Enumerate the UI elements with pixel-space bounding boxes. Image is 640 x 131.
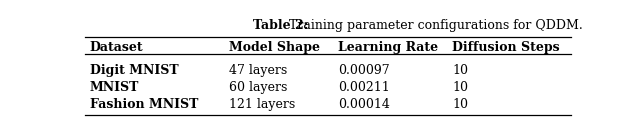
Text: Diffusion Steps: Diffusion Steps [452,41,559,54]
Text: Fashion MNIST: Fashion MNIST [90,98,198,111]
Text: 0.00211: 0.00211 [338,81,390,94]
Text: Digit MNIST: Digit MNIST [90,64,179,77]
Text: Table 2:: Table 2: [253,19,308,32]
Text: Dataset: Dataset [90,41,143,54]
Text: 10: 10 [452,98,468,111]
Text: 60 layers: 60 layers [229,81,287,94]
Text: 0.00097: 0.00097 [338,64,390,77]
Text: 47 layers: 47 layers [229,64,287,77]
Text: 121 layers: 121 layers [229,98,295,111]
Text: Learning Rate: Learning Rate [338,41,438,54]
Text: 10: 10 [452,64,468,77]
Text: Training parameter configurations for QDDM.: Training parameter configurations for QD… [285,19,582,32]
Text: 10: 10 [452,81,468,94]
Text: 0.00014: 0.00014 [338,98,390,111]
Text: MNIST: MNIST [90,81,140,94]
Text: Model Shape: Model Shape [229,41,320,54]
